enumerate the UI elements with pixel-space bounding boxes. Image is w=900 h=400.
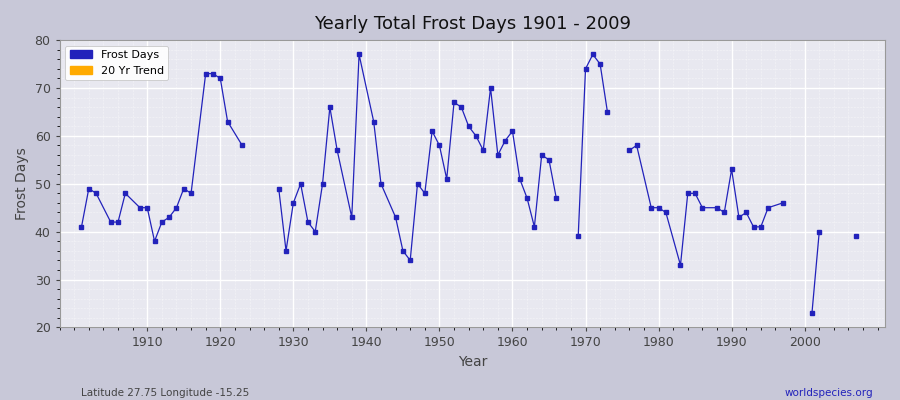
Legend: Frost Days, 20 Yr Trend: Frost Days, 20 Yr Trend — [65, 46, 168, 80]
Title: Yearly Total Frost Days 1901 - 2009: Yearly Total Frost Days 1901 - 2009 — [314, 15, 631, 33]
Text: Latitude 27.75 Longitude -15.25: Latitude 27.75 Longitude -15.25 — [81, 388, 249, 398]
X-axis label: Year: Year — [457, 355, 487, 369]
Text: worldspecies.org: worldspecies.org — [785, 388, 873, 398]
Y-axis label: Frost Days: Frost Days — [15, 147, 29, 220]
